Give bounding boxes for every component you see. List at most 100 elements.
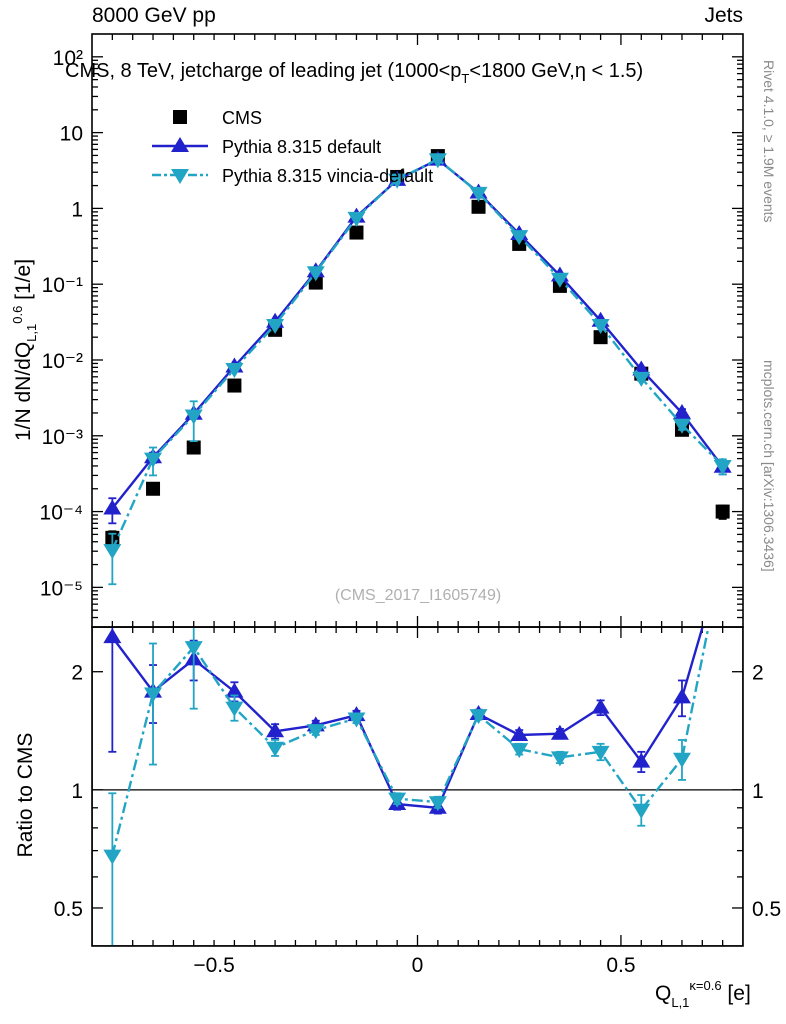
- legend-entry-2[interactable]: Pythia 8.315 vincia-default: [152, 166, 433, 186]
- ratio-series-pythia-8-315-vincia-default: [103, 627, 710, 946]
- data-point-marker: [713, 459, 732, 475]
- data-point-marker: [144, 452, 163, 468]
- svg-text:CMS, 8 TeV, jetcharge of leadi: CMS, 8 TeV, jetcharge of leading jet (10…: [65, 60, 643, 86]
- ratio-point-marker: [428, 796, 447, 812]
- data-point-marker: [388, 173, 407, 189]
- data-point-marker: [103, 499, 122, 515]
- data-point-marker: [672, 418, 691, 434]
- main-y-tick-label: 10: [60, 123, 83, 146]
- ratio-point-marker: [225, 682, 244, 698]
- ratio-point-marker: [103, 849, 122, 865]
- data-point-marker: [308, 275, 323, 290]
- ratio-point-marker: [306, 724, 325, 740]
- ratio-y-tick-label-right: 2: [752, 662, 764, 685]
- main-y-tick-label: 10⁻⁴: [40, 502, 83, 525]
- data-point-marker: [469, 186, 488, 202]
- ratio-point-marker: [672, 688, 691, 704]
- data-point-marker: [593, 330, 608, 345]
- ylabel-part-1: 1/N dN/dQ: [12, 342, 35, 441]
- ratio-y-tick-label: 2: [71, 662, 83, 685]
- ratio-panel: 2 21 10.5 0.5−0.5 0 0.5: [92, 627, 743, 946]
- data-point-marker: [471, 199, 486, 214]
- title-part-1: CMS, 8 TeV, jetcharge of leading jet (10…: [65, 60, 461, 82]
- data-point-marker: [225, 363, 244, 379]
- ratio-frame: [92, 627, 743, 946]
- series-line: [111, 157, 724, 551]
- ratio-point-marker: [632, 752, 651, 768]
- main-y-tick-label: 10⁻²: [42, 350, 83, 373]
- ratio-point-marker: [469, 709, 488, 725]
- ratio-point-marker: [510, 743, 529, 759]
- data-point-marker: [672, 403, 691, 419]
- data-point-marker: [428, 153, 447, 169]
- data-point-marker: [146, 481, 161, 496]
- legend-label: Pythia 8.315 vincia-default: [222, 166, 433, 186]
- header-right-label: Jets: [704, 4, 743, 27]
- x-tick-label: 0.5: [606, 954, 635, 977]
- data-point-marker: [591, 318, 610, 334]
- ylabel-superscript: 0.6: [10, 306, 25, 324]
- ratio-point-marker: [184, 641, 203, 657]
- series-cms: [105, 149, 730, 548]
- legend-label: Pythia 8.315 default: [222, 137, 381, 157]
- ratio-point-marker: [266, 741, 285, 757]
- data-point-marker: [184, 409, 203, 425]
- data-point-marker: [227, 378, 242, 393]
- data-point-marker: [347, 211, 366, 227]
- x-tick-label: 0: [412, 954, 424, 977]
- legend: CMS Pythia 8.315 default Pythia 8.315 vinc…: [152, 108, 433, 186]
- title-part-2: <1800 GeV,: [469, 60, 574, 82]
- data-point-marker: [632, 371, 651, 387]
- ratio-point-marker: [510, 725, 529, 741]
- legend-marker: [171, 137, 189, 152]
- x-tick-label: −0.5: [193, 954, 234, 977]
- data-point-marker: [349, 225, 364, 240]
- xlabel-unit: [e]: [722, 982, 751, 1005]
- ratio-point-marker: [550, 724, 569, 740]
- title-subscript-pt: T: [461, 71, 469, 86]
- legend-marker: [173, 110, 187, 124]
- ratio-line: [111, 627, 704, 810]
- ratio-point-marker: [225, 701, 244, 717]
- ylabel-subscript: L,1: [24, 324, 39, 342]
- ratio-y-tick-label: 1: [71, 780, 83, 803]
- legend-marker: [171, 169, 189, 184]
- ratio-point-marker: [591, 698, 610, 714]
- series-pythia-8-315-default: [103, 150, 732, 525]
- xlabel-base: Q: [655, 982, 671, 1005]
- analysis-id-watermark: (CMS_2017_I1605749): [335, 587, 501, 604]
- ratio-line: [111, 627, 710, 856]
- data-point-marker: [103, 544, 122, 560]
- main-plot-title: CMS, 8 TeV, jetcharge of leading jet (10…: [65, 60, 643, 86]
- data-point-marker: [266, 318, 285, 334]
- main-y-tick-label: 1: [71, 198, 83, 221]
- main-y-axis-title: 1/N dN/dQL,10.6 [1/e]: [10, 259, 39, 441]
- legend-entry-1[interactable]: Pythia 8.315 default: [152, 137, 381, 157]
- ratio-point-marker: [103, 628, 122, 644]
- main-y-tick-label: 10⁻¹: [42, 274, 83, 297]
- series-pythia-8-315-vincia-default: [103, 153, 732, 586]
- main-frame: [91, 33, 744, 628]
- header-left-label: 8000 GeV pp: [92, 4, 216, 27]
- ratio-y-axis-title: Ratio to CMS: [14, 733, 37, 858]
- data-point-marker: [306, 266, 325, 282]
- main-panel: 10² 10 1 10⁻¹ 10⁻² 10⁻³ 10⁻⁴ 10⁻⁵: [40, 33, 744, 628]
- ratio-point-marker: [591, 745, 610, 761]
- legend-label: CMS: [222, 108, 262, 128]
- ratio-point-marker: [347, 712, 366, 728]
- data-point-marker: [550, 272, 569, 288]
- title-part-eta: η < 1.5): [575, 60, 643, 82]
- mcplots-credit-label: mcplots.cern.ch [arXiv:1306.3436]: [761, 360, 777, 572]
- xlabel-subscript: L,1: [671, 995, 689, 1010]
- ratio-point-marker: [632, 803, 651, 819]
- main-y-tick-label: 10⁻³: [42, 426, 83, 449]
- main-y-tick-label: 10²: [53, 47, 83, 70]
- ratio-point-marker: [144, 687, 163, 703]
- rivet-version-label: Rivet 4.1.0, ≥ 1.9M events: [761, 60, 777, 223]
- data-point-marker: [715, 504, 730, 519]
- ratio-point-marker: [266, 722, 285, 738]
- ratio-point-marker: [388, 792, 407, 808]
- data-point-marker: [186, 440, 201, 455]
- legend-entry-0[interactable]: CMS: [173, 108, 262, 128]
